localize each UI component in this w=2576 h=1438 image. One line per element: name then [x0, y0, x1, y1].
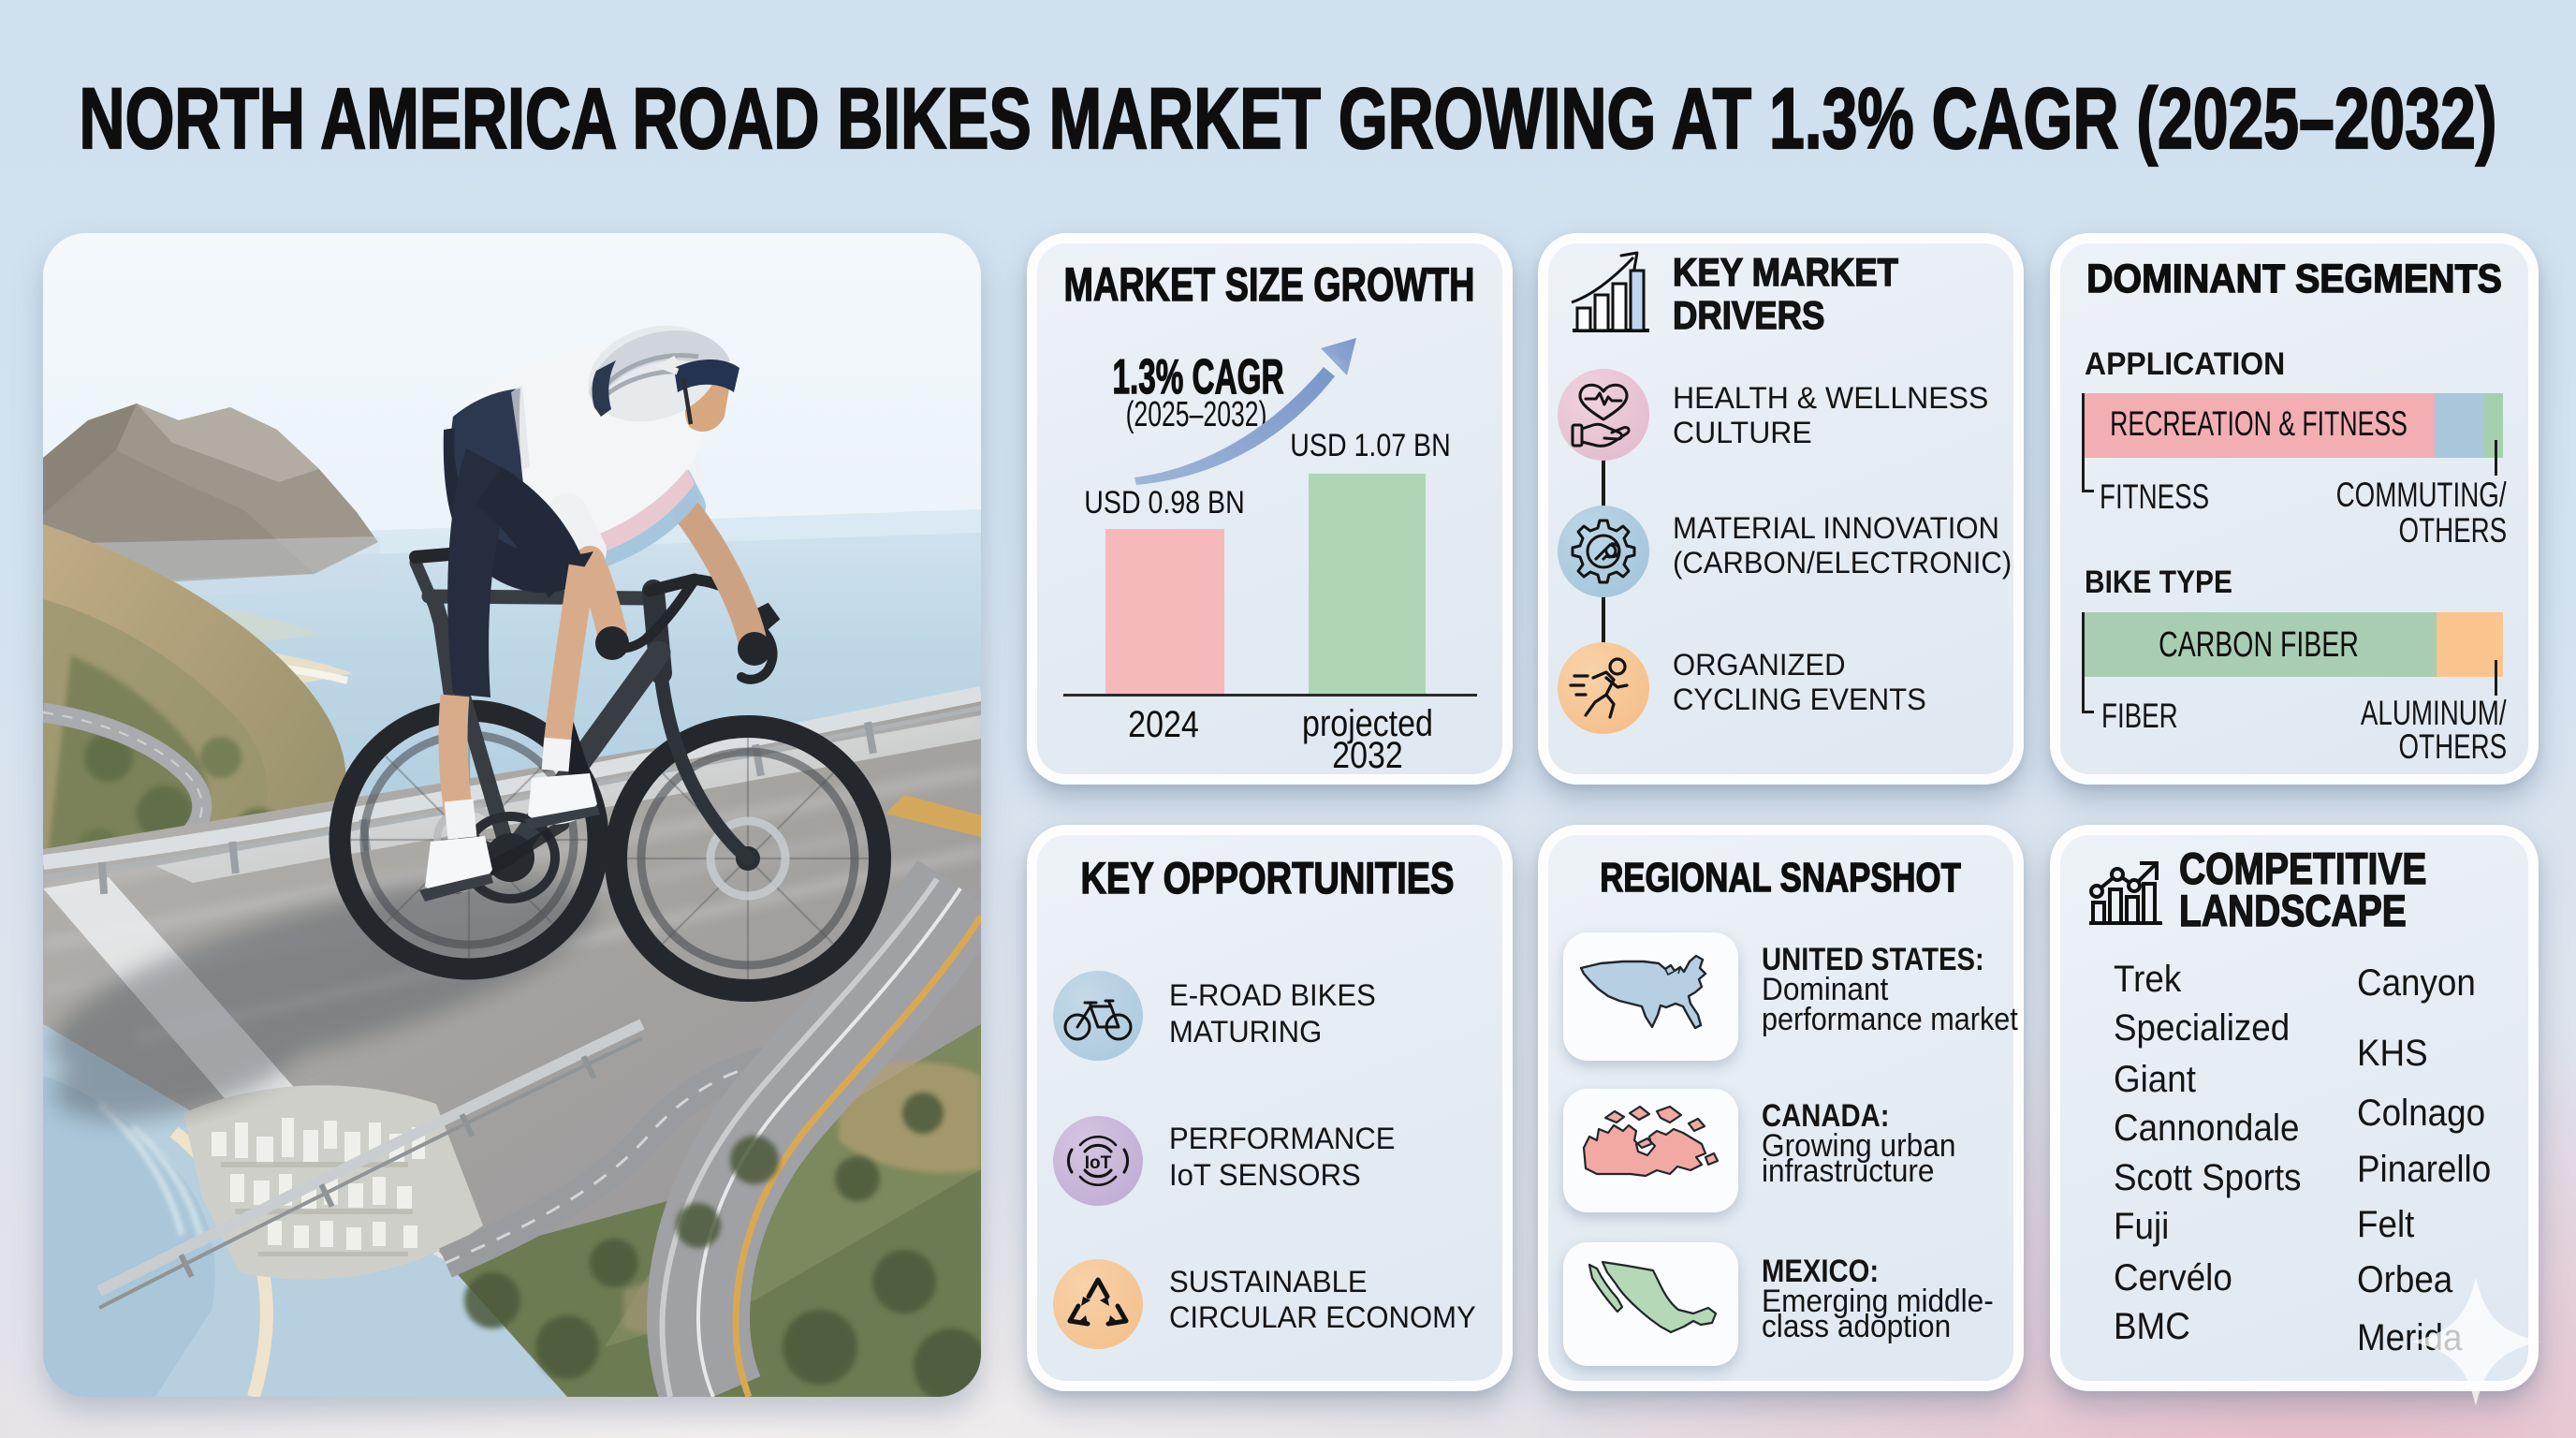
- svg-text:IoT: IoT: [1085, 1153, 1112, 1173]
